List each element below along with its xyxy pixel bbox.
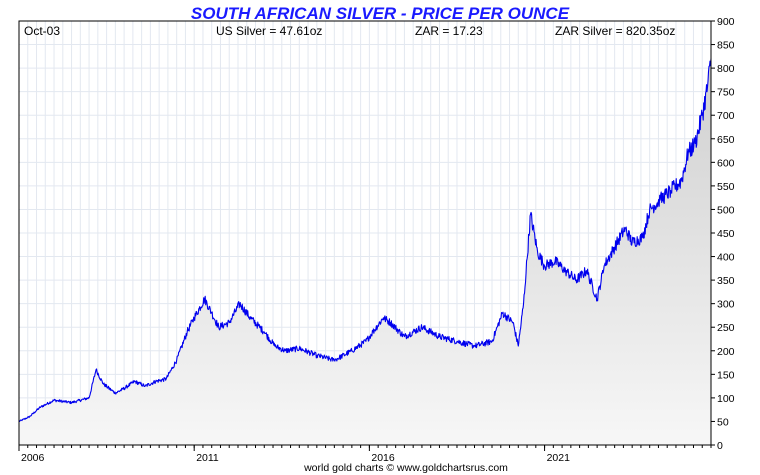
y-tick-label: 350	[717, 275, 735, 287]
price-area-fill	[19, 58, 711, 445]
y-tick-label: 300	[717, 299, 735, 311]
y-tick-label: 600	[717, 157, 735, 169]
y-tick-label: 900	[717, 16, 735, 28]
date-label: Oct-03	[24, 24, 60, 38]
y-tick-label: 700	[717, 110, 735, 122]
y-tick-label: 450	[717, 228, 735, 240]
y-tick-label: 750	[717, 87, 735, 99]
y-tick-label: 550	[717, 181, 735, 193]
x-tick-label: 2006	[21, 452, 45, 464]
y-axis: 0 50 100 150 200 250 300 350 400 450 500 550 600 650 7…	[711, 16, 735, 452]
y-tick-label: 400	[717, 252, 735, 264]
price-series-line	[18, 58, 712, 423]
y-tick-label: 800	[717, 63, 735, 75]
y-tick-label: 50	[717, 416, 729, 428]
x-tick-label: 2016	[371, 452, 395, 464]
zar-rate-label: ZAR = 17.23	[415, 24, 483, 38]
y-tick-label: 650	[717, 134, 735, 146]
x-tick-label: 2021	[547, 452, 571, 464]
x-axis: 2006 2011 2016 2021	[18, 445, 712, 464]
chart-title: SOUTH AFRICAN SILVER - PRICE PER OUNCE	[191, 4, 570, 23]
x-tick-label: 2011	[196, 452, 219, 464]
us-silver-label: US Silver = 47.61oz	[216, 24, 322, 38]
y-tick-label: 200	[717, 346, 735, 358]
y-tick-label: 500	[717, 204, 735, 216]
zar-silver-label: ZAR Silver = 820.35oz	[555, 24, 675, 38]
y-tick-label: 150	[717, 369, 735, 381]
y-tick-label: 250	[717, 322, 735, 334]
y-tick-label: 100	[717, 393, 735, 405]
footer-credit: world gold charts © www.goldchartsrus.co…	[303, 462, 508, 474]
y-tick-label: 850	[717, 40, 735, 52]
y-tick-label: 0	[717, 440, 723, 452]
